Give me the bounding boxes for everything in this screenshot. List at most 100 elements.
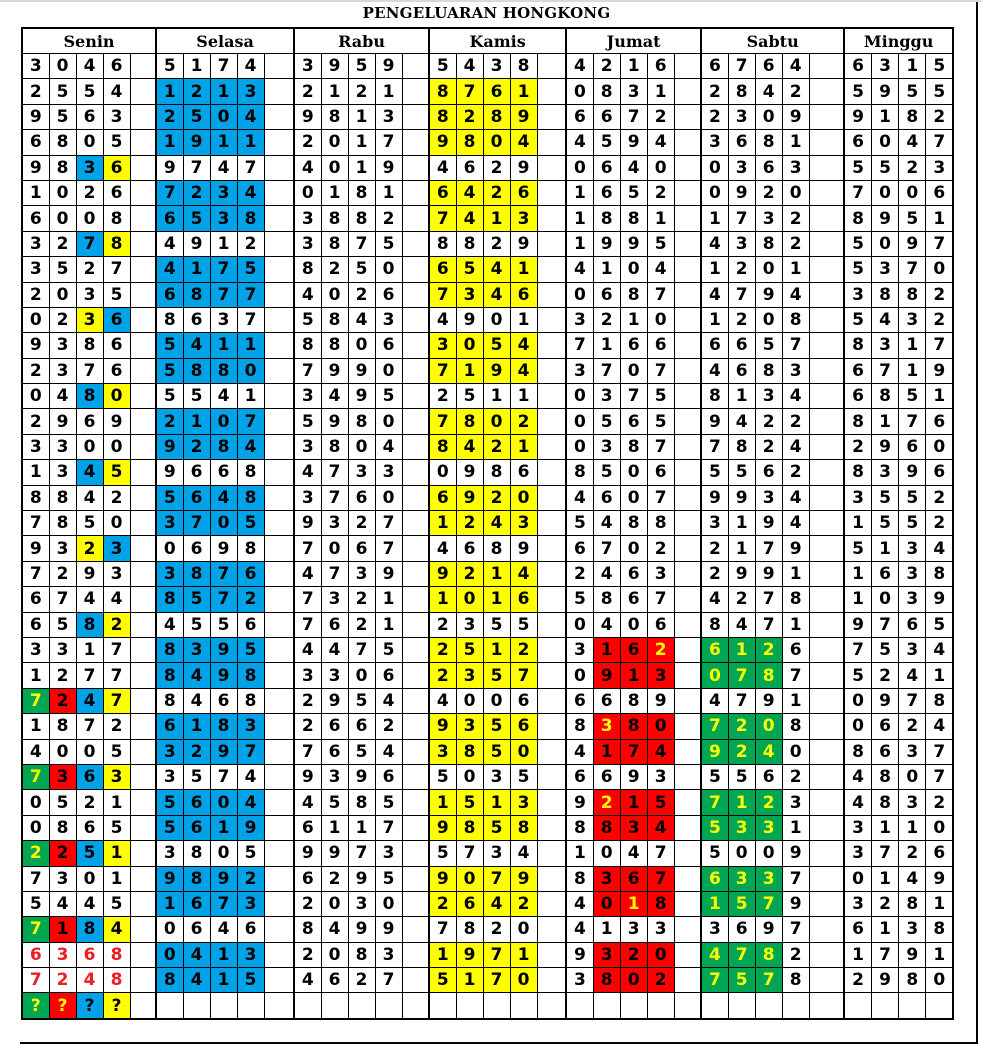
spacer-cell: [536, 306, 568, 334]
digit-cell: 8: [320, 332, 349, 359]
digit-cell: 7: [898, 256, 927, 283]
digit-cell: 7: [21, 967, 50, 994]
digit-cell: 1: [592, 256, 621, 283]
digit-cell: 4: [209, 383, 238, 410]
spacer-cell: [808, 230, 846, 258]
spacer-cell: [129, 636, 158, 664]
digit-cell: 9: [700, 408, 729, 435]
digit-cell: 7: [646, 357, 675, 385]
digit-cell: 7: [754, 890, 783, 918]
digit-cell: 5: [374, 636, 403, 664]
digit-cell: 6: [619, 586, 648, 613]
digit-cell: 3: [21, 230, 50, 258]
spacer-cell: [263, 941, 296, 969]
spacer-cell: [263, 814, 296, 842]
digit-cell: 6: [320, 611, 349, 638]
day-header-sabtu: Sabtu: [700, 27, 846, 54]
digit-cell: 0: [209, 103, 238, 131]
digit-cell: 9: [320, 687, 349, 715]
digit-cell: 3: [75, 281, 104, 308]
digit-cell: 3: [754, 484, 783, 512]
digit-cell: 7: [347, 840, 376, 867]
digit-cell: 0: [428, 459, 457, 486]
digit-cell: 6: [182, 459, 211, 486]
digit-cell: 3: [374, 941, 403, 969]
digit-cell: 7: [347, 636, 376, 664]
digit-cell: 2: [727, 713, 756, 740]
digit-cell: [320, 992, 349, 1020]
spacer-cell: [673, 789, 703, 816]
digit-cell: 6: [182, 814, 211, 842]
digit-cell: 6: [293, 865, 322, 892]
digit-cell: 2: [509, 636, 538, 664]
digit-cell: 5: [75, 840, 104, 867]
spacer-cell: [129, 738, 158, 765]
digit-cell: 6: [320, 967, 349, 994]
digit-cell: 1: [347, 103, 376, 131]
digit-cell: 8: [592, 586, 621, 613]
digit-cell: 1: [592, 738, 621, 765]
digit-cell: 8: [482, 103, 511, 131]
digit-cell: 8: [619, 433, 648, 461]
digit-cell: 0: [374, 484, 403, 512]
digit-cell: 1: [209, 332, 238, 359]
digit-cell: 8: [781, 586, 810, 613]
digit-cell: 8: [870, 789, 900, 816]
digit-cell: 9: [236, 814, 265, 842]
digit-cell: 8: [182, 865, 211, 892]
digit-cell: 7: [102, 636, 131, 664]
digit-cell: 6: [182, 890, 211, 918]
digit-cell: 4: [565, 738, 594, 765]
spacer-cell: [808, 459, 846, 486]
digit-cell: 6: [619, 560, 648, 588]
digit-cell: 7: [870, 941, 900, 969]
spacer-cell: [401, 459, 431, 486]
digit-cell: 0: [646, 941, 675, 969]
digit-cell: 9: [293, 840, 322, 867]
spacer-cell: [129, 611, 158, 638]
spacer-cell: [536, 865, 568, 892]
digit-cell: 7: [428, 357, 457, 385]
digit-cell: 1: [374, 611, 403, 638]
digit-cell: 3: [320, 662, 349, 689]
digit-cell: 6: [374, 662, 403, 689]
digit-cell: 3: [843, 281, 872, 308]
spacer-cell: [673, 179, 703, 207]
digit-cell: 8: [48, 713, 77, 740]
digit-cell: 7: [374, 967, 403, 994]
spacer-cell: [808, 738, 846, 765]
digit-cell: 0: [48, 738, 77, 765]
digit-cell: 0: [870, 179, 900, 207]
day-header-kamis: Kamis: [428, 27, 568, 54]
digit-cell: 8: [155, 662, 184, 689]
digit-cell: 9: [21, 154, 50, 181]
digit-cell: 7: [320, 459, 349, 486]
digit-cell: 9: [155, 865, 184, 892]
digit-cell: 2: [754, 789, 783, 816]
spacer-cell: [673, 916, 703, 943]
digit-cell: 5: [75, 510, 104, 537]
digit-cell: 7: [898, 408, 927, 435]
digit-cell: 8: [754, 662, 783, 689]
spacer-cell: [536, 357, 568, 385]
digit-cell: 2: [21, 840, 50, 867]
digit-cell: 3: [843, 840, 872, 867]
digit-cell: 0: [48, 205, 77, 232]
digit-cell: 8: [482, 535, 511, 562]
spacer-cell: [401, 586, 431, 613]
digit-cell: 4: [781, 433, 810, 461]
digit-cell: 0: [455, 332, 484, 359]
digit-cell: 5: [182, 383, 211, 410]
digit-cell: 1: [509, 78, 538, 105]
digit-cell: 1: [209, 230, 238, 258]
digit-cell: 6: [646, 332, 675, 359]
digit-cell: 6: [509, 459, 538, 486]
spacer-cell: [401, 662, 431, 689]
digit-cell: 2: [102, 484, 131, 512]
digit-cell: 1: [455, 967, 484, 994]
digit-cell: 3: [209, 306, 238, 334]
digit-cell: 9: [619, 763, 648, 791]
